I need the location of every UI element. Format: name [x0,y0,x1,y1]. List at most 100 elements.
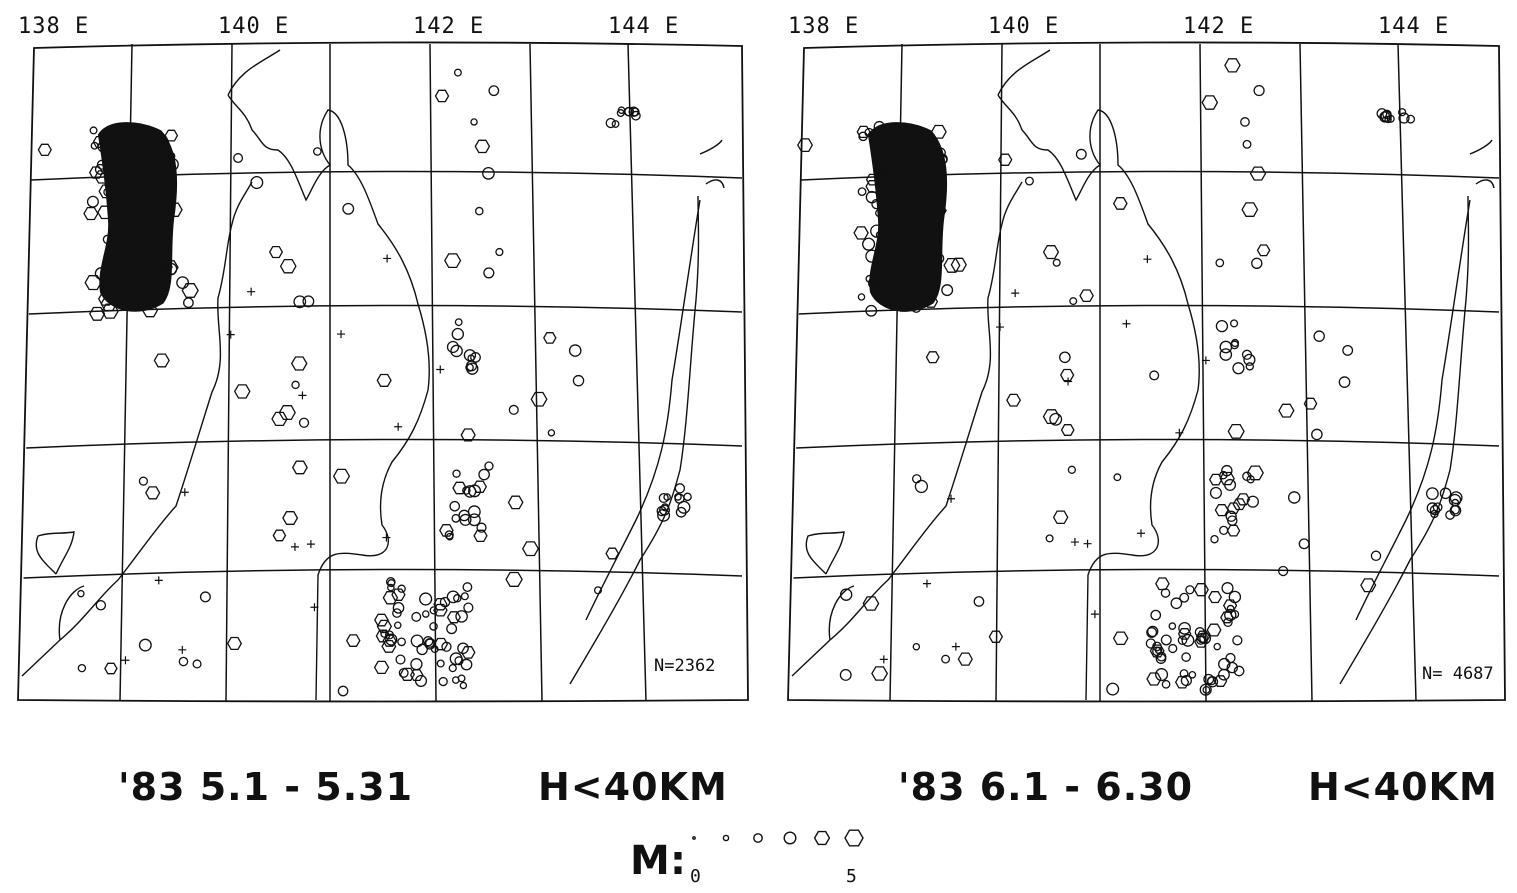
quake-circle [1161,679,1171,689]
quake-hexagon [233,384,251,399]
quake-circle [425,638,435,648]
quake-hexagon [865,180,881,193]
quake-hexagon [374,613,389,627]
quake-deep-mark [382,533,391,542]
quake-circle [1155,668,1169,682]
quake-hexagon [521,541,540,557]
quake-hexagon [101,303,119,319]
quake-hexagon [460,428,476,442]
quake-circle [459,513,472,526]
quake-circle [453,594,462,603]
quake-circle [1233,665,1245,677]
quake-circle [468,484,482,498]
lon-label-142: 142 E [1183,14,1255,39]
quake-hexagon [278,405,296,421]
quake-hexagon [988,630,1004,643]
lon-label-138: 138 E [18,14,90,39]
quake-deep-mark [951,642,960,651]
quake-hexagon [865,173,880,186]
quake-circle [459,681,468,690]
quake-circle [890,267,902,280]
legend-max-label: 5 [846,866,857,887]
quake-circle [463,602,474,613]
quake-circle [1406,114,1416,124]
coastline [997,49,1051,96]
quake-deep-mark [306,540,315,549]
quake-circle [907,164,919,176]
quake-deep-mark [879,655,888,664]
quake-circle [929,240,943,253]
quake-circle [1246,475,1255,484]
quake-hexagon [433,597,448,611]
quake-hexagon [1220,611,1234,624]
coastline [569,195,700,685]
quake-hexagon [332,468,351,484]
quake-hexagon [530,391,548,407]
quake-circle [1215,258,1225,268]
quake-circle [1152,646,1162,657]
quake-hexagon [104,662,118,675]
quake-hexagon [375,629,391,643]
quake-circle [884,185,896,197]
quake-deep-mark [247,287,256,296]
quake-circle [1179,592,1190,603]
quake-hexagon [124,210,139,223]
quake-hexagon [133,226,148,240]
map-panel-may: 138 E 140 E 142 E 144 E N=2362 [0,0,760,710]
quake-circle [495,247,504,257]
quake-hexagon [89,306,106,321]
quake-circle [444,530,454,540]
coastline [585,199,701,621]
coastline [791,181,1023,677]
coastline [828,585,855,641]
quake-hexagon [1112,631,1129,646]
quake-deep-mark [1143,255,1152,264]
quake-circle [865,304,878,317]
quake-hexagon [84,275,102,291]
quake-deep-mark [1201,356,1210,365]
quake-circle [143,130,157,144]
quake-hexagon [434,89,450,103]
quake-circle [478,468,490,481]
quake-circle [857,293,866,301]
meridian-line [529,43,543,702]
quake-circle [1221,464,1233,477]
quake-circle [1196,635,1206,645]
quake-hexagon [166,202,183,217]
parallel-line [23,568,743,579]
quake-circle [133,288,144,299]
quake-hexagon [119,238,134,251]
quake-hexagon [922,285,938,300]
quake-hexagon [345,634,361,647]
quake-circle [467,513,481,527]
quake-circle [1370,550,1382,562]
quake-circle [436,659,445,668]
quake-circle [1227,515,1238,526]
magnitude-symbols [692,829,864,847]
quake-hexagon [1278,403,1295,418]
quake-hexagon [1246,465,1264,481]
quake-circle [89,126,98,135]
quake-circle [1246,495,1259,508]
quake-circle [1426,502,1439,514]
quake-circle [568,344,582,357]
quake-hexagon [886,141,903,156]
quake-circle [658,492,669,504]
quake-circle [1075,148,1087,160]
lon-label-144: 144 E [1378,14,1450,39]
quake-deep-mark [290,542,299,551]
quake-circle [441,641,452,652]
quake-circle [1185,585,1195,595]
quake-circle [384,630,395,640]
quake-circle [1146,627,1158,638]
quake-circle [912,642,921,651]
quake-circle [1168,622,1177,630]
quake-circle [446,623,458,635]
quake-circle [463,349,477,362]
quake-circle [660,503,670,512]
quake-circle [192,659,202,669]
meridian-line [627,43,647,702]
quake-circle [342,202,355,215]
quake-circle [446,340,460,354]
quake-hexagon [1249,166,1267,181]
